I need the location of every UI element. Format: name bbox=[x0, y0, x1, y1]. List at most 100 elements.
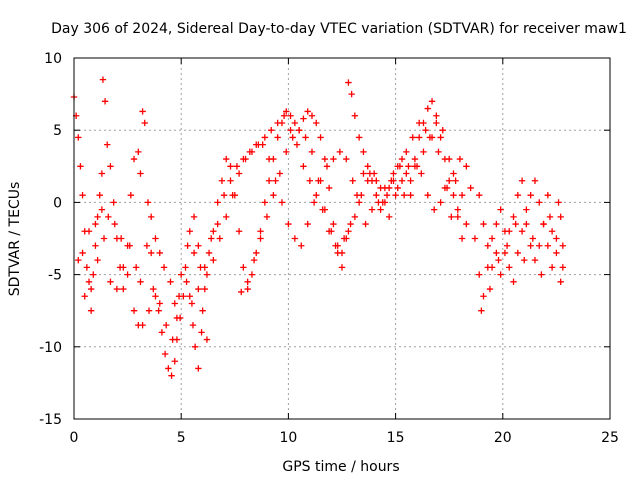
data-point bbox=[351, 213, 359, 221]
data-point bbox=[75, 256, 82, 264]
data-point bbox=[317, 134, 324, 141]
data-point bbox=[186, 228, 193, 235]
data-point bbox=[392, 191, 399, 199]
data-point bbox=[287, 112, 294, 119]
data-point bbox=[557, 278, 564, 286]
data-point bbox=[244, 285, 251, 293]
data-point bbox=[548, 228, 556, 235]
data-point bbox=[98, 206, 106, 213]
data-point bbox=[394, 184, 401, 192]
data-point bbox=[531, 177, 539, 184]
data-point bbox=[165, 365, 172, 372]
data-point bbox=[244, 278, 251, 286]
data-point bbox=[167, 278, 174, 286]
data-point bbox=[210, 228, 217, 235]
data-point bbox=[325, 184, 333, 192]
data-point bbox=[145, 307, 153, 314]
data-point bbox=[398, 155, 406, 163]
y-tick-label: 5 bbox=[53, 123, 62, 139]
data-point bbox=[348, 90, 355, 98]
data-point bbox=[306, 177, 314, 184]
data-point bbox=[527, 242, 534, 249]
data-point bbox=[223, 155, 230, 163]
data-point bbox=[446, 177, 453, 184]
data-point bbox=[75, 134, 82, 141]
data-point bbox=[424, 191, 431, 199]
data-point bbox=[559, 264, 567, 271]
data-point bbox=[199, 307, 206, 314]
data-point bbox=[152, 293, 159, 300]
x-tick-label: 25 bbox=[601, 430, 619, 446]
data-point bbox=[488, 235, 496, 242]
data-point bbox=[313, 191, 320, 199]
data-point bbox=[191, 343, 199, 350]
data-point bbox=[486, 285, 494, 293]
data-point bbox=[227, 163, 234, 170]
data-point bbox=[467, 184, 474, 192]
data-point bbox=[240, 155, 247, 163]
data-point bbox=[188, 300, 196, 307]
data-point bbox=[538, 271, 545, 278]
data-point bbox=[295, 127, 303, 134]
data-point bbox=[553, 235, 560, 242]
data-point bbox=[518, 177, 526, 184]
data-point bbox=[278, 199, 286, 206]
x-axis-ticks: 0 5 10 15 20 25 bbox=[70, 58, 619, 446]
y-tick-label: 10 bbox=[44, 51, 62, 67]
data-point bbox=[96, 191, 103, 199]
data-point bbox=[476, 191, 483, 199]
data-point bbox=[454, 213, 461, 221]
data-point bbox=[366, 170, 374, 177]
data-point bbox=[79, 191, 86, 199]
data-point bbox=[448, 213, 455, 221]
data-point bbox=[323, 163, 331, 170]
data-point bbox=[246, 148, 254, 156]
data-point bbox=[168, 372, 175, 379]
data-point bbox=[214, 220, 221, 228]
x-axis-label: GPS time / hours bbox=[282, 459, 399, 475]
data-point bbox=[310, 199, 318, 206]
data-point bbox=[190, 249, 198, 257]
data-point bbox=[287, 127, 294, 134]
data-point bbox=[240, 264, 247, 271]
data-point bbox=[270, 191, 277, 199]
data-point bbox=[276, 170, 284, 177]
data-point bbox=[506, 264, 513, 271]
data-point bbox=[559, 242, 567, 249]
data-point bbox=[484, 242, 491, 249]
data-point bbox=[144, 199, 152, 206]
data-point bbox=[308, 148, 316, 156]
data-point bbox=[293, 141, 301, 148]
x-tick-label: 10 bbox=[279, 430, 297, 446]
data-point bbox=[497, 206, 504, 213]
data-point bbox=[435, 148, 442, 156]
data-point bbox=[205, 249, 213, 257]
data-point bbox=[536, 242, 543, 249]
data-point bbox=[298, 242, 305, 249]
data-point bbox=[81, 293, 88, 300]
data-point bbox=[87, 285, 95, 293]
data-point bbox=[488, 264, 496, 271]
data-point bbox=[497, 271, 504, 278]
data-point bbox=[373, 191, 380, 199]
data-point bbox=[195, 285, 202, 293]
data-point bbox=[330, 155, 337, 163]
y-axis-ticks: -15 -10 -5 0 5 10 bbox=[39, 51, 610, 428]
data-point bbox=[150, 285, 157, 293]
data-point bbox=[514, 249, 522, 257]
x-tick-label: 20 bbox=[494, 430, 512, 446]
data-point bbox=[437, 134, 444, 141]
data-point bbox=[360, 170, 367, 177]
data-point bbox=[458, 235, 466, 242]
data-point bbox=[439, 127, 446, 134]
data-point bbox=[171, 300, 178, 307]
data-point bbox=[544, 242, 552, 249]
grid-lines bbox=[74, 58, 610, 419]
data-point bbox=[173, 314, 181, 322]
data-point bbox=[233, 163, 241, 170]
data-point bbox=[304, 108, 311, 115]
data-point bbox=[456, 155, 464, 163]
data-point bbox=[235, 228, 243, 235]
data-point bbox=[353, 191, 361, 199]
data-point bbox=[283, 108, 290, 115]
